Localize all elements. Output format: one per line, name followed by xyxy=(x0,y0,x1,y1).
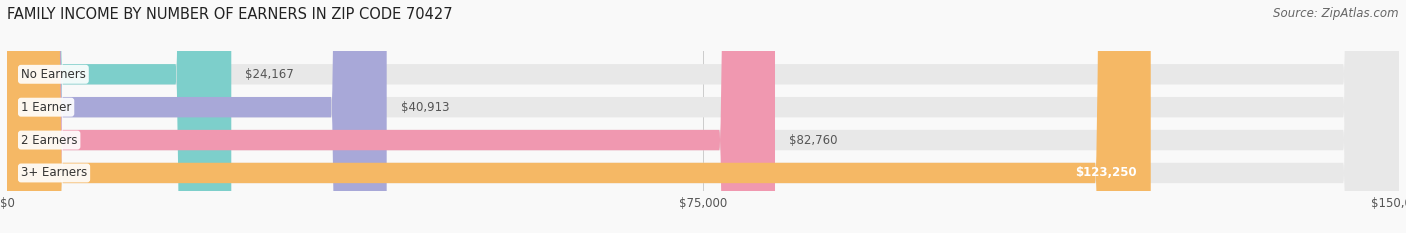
FancyBboxPatch shape xyxy=(7,0,1399,233)
FancyBboxPatch shape xyxy=(7,0,1399,233)
Text: 3+ Earners: 3+ Earners xyxy=(21,166,87,179)
FancyBboxPatch shape xyxy=(7,0,1399,233)
Text: Source: ZipAtlas.com: Source: ZipAtlas.com xyxy=(1274,7,1399,20)
Text: $123,250: $123,250 xyxy=(1076,166,1137,179)
Text: $40,913: $40,913 xyxy=(401,101,449,114)
Text: 1 Earner: 1 Earner xyxy=(21,101,72,114)
FancyBboxPatch shape xyxy=(7,0,232,233)
Text: $82,760: $82,760 xyxy=(789,134,838,147)
FancyBboxPatch shape xyxy=(7,0,1150,233)
Text: No Earners: No Earners xyxy=(21,68,86,81)
FancyBboxPatch shape xyxy=(7,0,1399,233)
Text: $24,167: $24,167 xyxy=(245,68,294,81)
Text: FAMILY INCOME BY NUMBER OF EARNERS IN ZIP CODE 70427: FAMILY INCOME BY NUMBER OF EARNERS IN ZI… xyxy=(7,7,453,22)
Text: 2 Earners: 2 Earners xyxy=(21,134,77,147)
FancyBboxPatch shape xyxy=(7,0,775,233)
FancyBboxPatch shape xyxy=(7,0,387,233)
